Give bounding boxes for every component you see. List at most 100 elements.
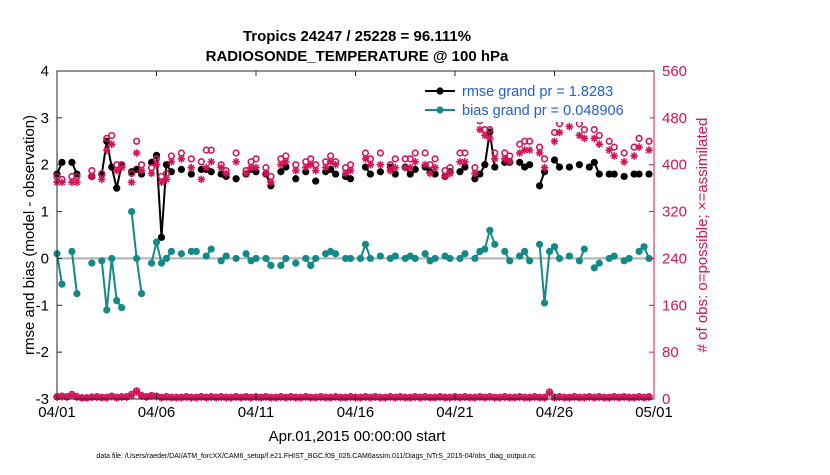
obs-assimilated-marker bbox=[496, 394, 504, 402]
obs-assimilated-marker bbox=[107, 392, 116, 401]
data-point bbox=[610, 252, 618, 260]
data-point bbox=[456, 254, 464, 263]
data-point bbox=[565, 163, 574, 171]
obs-assimilated-marker bbox=[157, 178, 166, 187]
obs-possible-marker bbox=[207, 146, 215, 154]
obs-assimilated-marker bbox=[585, 393, 594, 401]
obs-assimilated-marker bbox=[107, 140, 116, 148]
data-point bbox=[535, 182, 544, 190]
data-point bbox=[620, 172, 628, 181]
obs-assimilated-marker bbox=[635, 393, 643, 401]
obs-assimilated-marker bbox=[127, 178, 136, 187]
obs-assimilated-marker bbox=[336, 394, 345, 402]
obs-assimilated-marker bbox=[620, 158, 628, 166]
series-1 bbox=[53, 207, 653, 314]
obs-assimilated-marker bbox=[545, 389, 554, 397]
y-tick-label-right: 400 bbox=[662, 157, 687, 174]
data-point bbox=[118, 304, 126, 312]
y-tick-label: 4 bbox=[41, 63, 49, 80]
data-point bbox=[113, 184, 121, 192]
obs-assimilated-marker bbox=[486, 393, 494, 401]
data-point bbox=[346, 175, 355, 183]
data-point bbox=[341, 254, 350, 263]
data-point bbox=[312, 177, 320, 185]
obs-assimilated-marker bbox=[142, 393, 151, 401]
obs-assimilated-marker bbox=[301, 393, 310, 401]
obs-assimilated-marker bbox=[68, 391, 76, 400]
obs-assimilated-marker bbox=[476, 393, 484, 401]
obs-assimilated-marker bbox=[297, 394, 305, 402]
data-point bbox=[88, 259, 96, 267]
obs-assimilated-marker bbox=[182, 393, 191, 401]
data-point bbox=[376, 168, 384, 176]
obs-possible-marker bbox=[516, 140, 524, 148]
y-tick-label-right: 560 bbox=[662, 63, 687, 80]
data-point bbox=[232, 254, 240, 263]
obs-assimilated-marker bbox=[187, 394, 196, 402]
x-tick-label: 04/26 bbox=[536, 404, 574, 421]
obs-assimilated-marker bbox=[515, 149, 524, 157]
y-tick-label-right: 80 bbox=[662, 344, 679, 361]
obs-assimilated-marker bbox=[580, 134, 589, 143]
data-point bbox=[411, 254, 419, 263]
data-point bbox=[356, 254, 365, 263]
obs-assimilated-marker bbox=[505, 394, 514, 402]
plot-area bbox=[57, 71, 654, 399]
obs-assimilated-marker bbox=[326, 158, 335, 166]
data-point bbox=[555, 254, 564, 263]
obs-possible-marker bbox=[431, 155, 439, 163]
x-axis-label: Apr.01,2015 00:00:00 start bbox=[269, 428, 447, 445]
obs-assimilated-marker bbox=[83, 394, 91, 402]
data-point bbox=[545, 247, 554, 255]
y-tick-label-right: 240 bbox=[662, 250, 687, 267]
legend-bias-label: bias grand pr = 0.048906 bbox=[462, 103, 624, 119]
data-point bbox=[192, 247, 200, 255]
chart-title: Tropics 24247 / 25228 = 96.111% bbox=[243, 28, 471, 45]
obs-assimilated-marker bbox=[132, 388, 141, 396]
series-line bbox=[70, 251, 78, 294]
data-point bbox=[307, 261, 315, 270]
data-point bbox=[575, 257, 583, 265]
obs-assimilated-marker bbox=[540, 394, 549, 402]
obs-assimilated-marker bbox=[197, 393, 206, 401]
data-point bbox=[332, 250, 340, 258]
y-tick-label-right: 0 bbox=[662, 391, 670, 408]
x-tick-label: 04/06 bbox=[138, 404, 176, 421]
obs-assimilated-marker bbox=[331, 160, 340, 169]
data-point bbox=[526, 161, 534, 169]
chart-subtitle: RADIOSONDE_TEMPERATURE @ 100 hPa bbox=[206, 48, 509, 65]
obs-assimilated-marker bbox=[610, 393, 618, 401]
obs-assimilated-marker bbox=[560, 394, 569, 402]
data-point bbox=[635, 247, 643, 255]
obs-assimilated-marker bbox=[192, 394, 201, 402]
obs-assimilated-marker bbox=[361, 393, 370, 401]
obs-assimilated-marker bbox=[510, 394, 519, 402]
obs-assimilated-marker bbox=[386, 393, 395, 401]
obs-assimilated-marker bbox=[272, 394, 280, 402]
obs-assimilated-marker bbox=[242, 393, 250, 401]
obs-assimilated-marker bbox=[112, 166, 121, 175]
obs-assimilated-marker bbox=[117, 163, 126, 172]
y-tick-label-right: 320 bbox=[662, 204, 687, 221]
obs-assimilated-marker bbox=[376, 394, 385, 402]
obs-assimilated-marker bbox=[277, 160, 285, 169]
data-point bbox=[277, 168, 285, 176]
y-tick-label: 1 bbox=[41, 204, 49, 221]
obs-possible-marker bbox=[108, 131, 116, 140]
obs-assimilated-marker bbox=[610, 152, 618, 160]
x-tick-label: 05/01 bbox=[635, 404, 673, 421]
obs-assimilated-marker bbox=[147, 169, 156, 178]
obs-assimilated-marker bbox=[58, 392, 66, 401]
obs-assimilated-marker bbox=[411, 158, 419, 166]
data-point bbox=[137, 289, 146, 298]
obs-assimilated-marker bbox=[590, 394, 599, 402]
obs-assimilated-marker bbox=[446, 169, 454, 178]
y-tick-label: 2 bbox=[41, 157, 49, 174]
data-point bbox=[157, 259, 166, 267]
obs-assimilated-marker bbox=[421, 160, 429, 169]
obs-assimilated-marker bbox=[282, 394, 290, 402]
data-point bbox=[366, 254, 375, 263]
obs-assimilated-marker bbox=[525, 146, 534, 154]
obs-assimilated-marker bbox=[416, 394, 424, 402]
data-point bbox=[585, 163, 593, 171]
